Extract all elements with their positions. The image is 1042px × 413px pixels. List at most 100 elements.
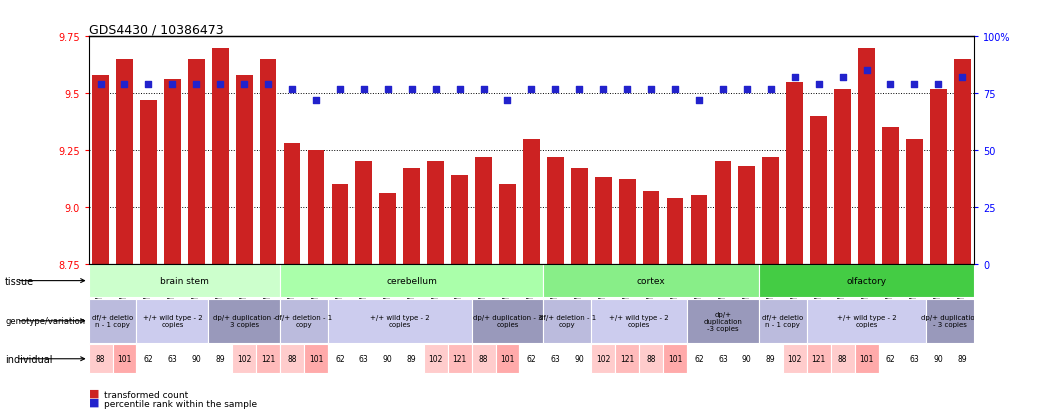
Bar [547,157,564,264]
Text: dp/+
duplication
-3 copies: dp/+ duplication -3 copies [703,311,742,331]
Bar [283,144,300,264]
Text: 121: 121 [1003,354,1017,363]
Bar [424,344,448,373]
Text: GDS4430 / 10386473: GDS4430 / 10386473 [89,23,223,36]
Bar [926,299,974,343]
Bar [403,169,420,264]
Text: 101: 101 [118,354,131,363]
Bar [998,344,1022,373]
Bar [164,80,180,264]
Bar [451,176,468,264]
Text: 62: 62 [694,354,703,363]
Text: 90: 90 [574,354,585,363]
Bar [902,344,926,373]
Point [307,97,324,104]
Point [643,86,660,93]
Point [355,86,372,93]
Bar [687,344,711,373]
Text: 90: 90 [382,354,393,363]
Point [212,81,228,88]
Bar [140,101,156,264]
Text: df/+ deletio
n - 1 copy: df/+ deletio n - 1 copy [762,314,803,328]
Text: 88: 88 [288,354,297,363]
Bar [763,157,779,264]
Text: percentile rank within the sample: percentile rank within the sample [104,399,257,408]
Bar [953,60,971,264]
Point [595,86,612,93]
Bar [472,344,496,373]
Bar [931,89,947,264]
Point [499,97,516,104]
Text: 121: 121 [452,354,467,363]
Point [188,81,204,88]
Bar [830,344,854,373]
Bar [212,48,228,264]
Bar [307,151,324,264]
Point [787,75,803,81]
Bar [835,89,851,264]
Bar [328,344,352,373]
Bar [859,48,875,264]
Text: dp/+ duplication
- 3 copies: dp/+ duplication - 3 copies [921,314,979,328]
Bar [523,139,540,264]
Bar [571,169,588,264]
Bar [663,344,687,373]
Text: 62: 62 [336,354,345,363]
Point [811,81,827,88]
Bar [711,344,735,373]
Bar [715,162,731,264]
Bar [667,198,684,264]
Text: 63: 63 [718,354,727,363]
Text: individual: individual [5,354,53,364]
Text: 101: 101 [668,354,683,363]
Bar [759,299,807,343]
Text: genotype/variation: genotype/variation [5,316,85,325]
Text: 121: 121 [812,354,826,363]
Bar [280,344,304,373]
Bar [878,344,902,373]
Text: 102: 102 [788,354,802,363]
Bar [92,76,109,264]
Bar [759,265,974,297]
Text: 89: 89 [958,354,967,363]
Bar [89,299,137,343]
Point [379,86,396,93]
Bar [184,344,208,373]
Bar [472,299,543,343]
Bar [496,344,520,373]
Bar [807,344,830,373]
Text: 90: 90 [192,354,201,363]
Point [691,97,708,104]
Bar [787,83,803,264]
Point [715,86,731,93]
Point [763,86,779,93]
Bar [355,162,372,264]
Bar [331,185,348,264]
Text: 102: 102 [428,354,443,363]
Bar [595,178,612,264]
Bar [116,60,133,264]
Point [427,86,444,93]
Bar [352,344,376,373]
Text: 101: 101 [860,354,874,363]
Point [835,75,851,81]
Bar [427,162,444,264]
Text: +/+ wild type - 2
copies: +/+ wild type - 2 copies [837,314,896,328]
Point [403,86,420,93]
Text: 102: 102 [979,354,993,363]
Bar [89,265,280,297]
Bar [950,344,974,373]
Bar [883,128,899,264]
Bar [811,116,827,264]
Text: 102: 102 [596,354,611,363]
Bar [160,344,184,373]
Bar [208,299,280,343]
Bar [235,76,252,264]
Bar [280,299,328,343]
Bar [137,299,208,343]
Bar [807,299,926,343]
Text: 88: 88 [646,354,655,363]
Text: df/+ deletion - 1
copy: df/+ deletion - 1 copy [275,314,332,328]
Bar [543,265,759,297]
Text: 88: 88 [838,354,847,363]
